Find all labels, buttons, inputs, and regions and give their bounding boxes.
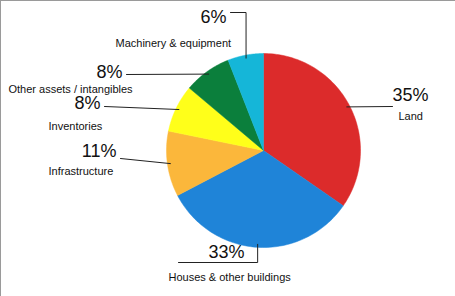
svg-text:Other assets / intangibles: Other assets / intangibles bbox=[9, 83, 134, 95]
svg-text:Inventories: Inventories bbox=[49, 120, 103, 132]
svg-text:Land: Land bbox=[399, 110, 423, 122]
svg-text:33%: 33% bbox=[208, 242, 244, 262]
svg-text:8%: 8% bbox=[96, 62, 122, 82]
svg-text:Houses & other buildings: Houses & other buildings bbox=[169, 271, 292, 283]
svg-text:Machinery & equipment: Machinery & equipment bbox=[116, 37, 232, 49]
svg-text:8%: 8% bbox=[74, 93, 100, 113]
svg-text:6%: 6% bbox=[200, 7, 226, 27]
svg-text:11%: 11% bbox=[82, 141, 117, 161]
svg-text:35%: 35% bbox=[393, 85, 429, 105]
svg-text:Infrastructure: Infrastructure bbox=[49, 165, 114, 177]
